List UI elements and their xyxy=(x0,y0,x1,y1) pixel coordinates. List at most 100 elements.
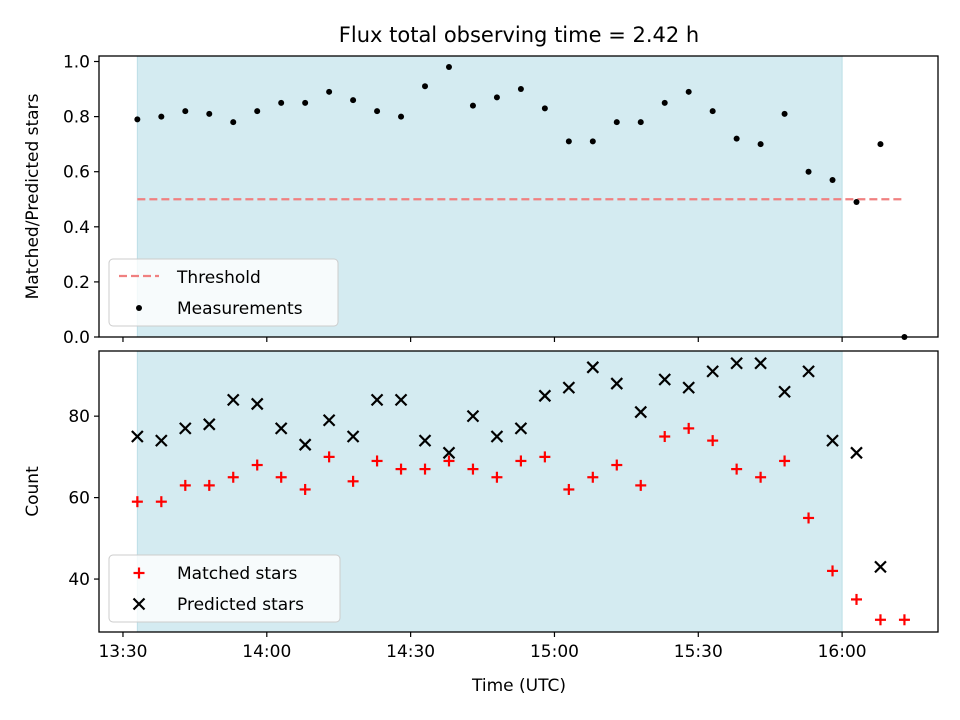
measurement-point xyxy=(829,176,836,183)
count-legend: Matched stars Predicted stars xyxy=(108,554,341,623)
matched-star-point xyxy=(467,463,479,475)
matched-star-point xyxy=(731,463,743,475)
predicted-star-point xyxy=(370,393,384,407)
legend-matched-label: Matched stars xyxy=(177,564,297,584)
measurement-point xyxy=(613,119,620,126)
predicted-star-point xyxy=(155,434,168,447)
y-tick-label: 0.4 xyxy=(63,218,90,238)
count-legend-box xyxy=(108,554,341,623)
legend-predicted-label: Predicted stars xyxy=(177,595,304,615)
predicted-star-point xyxy=(274,422,288,435)
predicted-star-point xyxy=(322,413,336,427)
measurement-point xyxy=(781,110,788,117)
x-tick-label: 14:00 xyxy=(242,642,291,662)
matched-star-point xyxy=(131,496,143,508)
predicted-star-point xyxy=(754,356,767,370)
predicted-star-point xyxy=(826,434,839,447)
predicted-star-point xyxy=(179,422,192,435)
predicted-star-point xyxy=(538,389,552,403)
y-tick-label: 40 xyxy=(68,570,90,590)
count-x-ticks: 13:30 14:00 14:30 15:00 15:30 16:00 xyxy=(98,632,867,662)
ratio-panel: 0.0 0.2 0.4 0.6 0.8 1.0 Matched/Predicted sta… xyxy=(23,53,939,348)
measurement-point xyxy=(661,99,668,106)
measurements-series xyxy=(134,64,908,340)
measurement-point xyxy=(709,108,716,115)
matched-star-point xyxy=(803,512,815,524)
matched-star-point xyxy=(443,455,455,467)
measurement-point xyxy=(374,108,381,115)
predicted-star-point xyxy=(490,430,504,443)
predicted-star-point xyxy=(802,365,815,378)
legend-measurements-swatch xyxy=(136,305,142,311)
predicted-star-point xyxy=(850,446,863,460)
legend-matched-swatch xyxy=(133,567,145,579)
matched-star-point xyxy=(827,565,839,577)
measurement-point xyxy=(158,113,165,120)
measurement-point xyxy=(230,119,237,126)
y-tick-label: 0.6 xyxy=(63,163,90,183)
matched-star-point xyxy=(779,455,791,467)
count-series xyxy=(131,356,910,626)
measurement-point xyxy=(853,199,860,206)
measurement-point xyxy=(422,83,429,90)
matched-star-point xyxy=(539,451,551,463)
x-tick-label: 14:30 xyxy=(386,642,435,662)
predicted-star-point xyxy=(706,365,719,378)
predicted-star-point xyxy=(346,430,360,443)
matched-star-point xyxy=(707,435,719,447)
predicted-star-point xyxy=(298,438,312,451)
ratio-y-ticks: 0.0 0.2 0.4 0.6 0.8 1.0 xyxy=(63,53,99,348)
measurement-point xyxy=(350,97,357,104)
predicted-star-point xyxy=(874,560,887,574)
matched-star-point xyxy=(323,451,335,463)
matched-star-point xyxy=(251,459,263,471)
ratio-legend: Threshold Measurements xyxy=(108,258,339,327)
predicted-star-point xyxy=(730,356,743,370)
measurement-point xyxy=(278,99,285,106)
measurement-point xyxy=(757,141,764,148)
y-tick-label: 0.2 xyxy=(63,273,90,293)
y-tick-label: 80 xyxy=(68,407,90,427)
measurement-point xyxy=(445,64,452,71)
matched-star-point xyxy=(419,463,431,475)
matched-star-point xyxy=(611,459,623,471)
predicted-star-point xyxy=(202,418,216,431)
ratio-y-axis-title: Matched/Predicted stars xyxy=(23,93,43,299)
measurement-point xyxy=(493,94,500,101)
measurement-point xyxy=(206,110,213,117)
matched-star-point xyxy=(299,483,311,495)
predicted-star-point xyxy=(682,381,695,394)
predicted-star-point xyxy=(226,393,240,407)
count-y-axis-title: Count xyxy=(23,466,43,517)
x-tick-label: 15:00 xyxy=(530,642,579,662)
measurement-point xyxy=(805,168,812,175)
matched-star-point xyxy=(227,471,239,483)
y-tick-label: 60 xyxy=(68,489,90,509)
measurement-point xyxy=(469,102,476,109)
matched-star-point xyxy=(347,475,359,487)
predicted-star-point xyxy=(586,361,600,374)
matched-star-point xyxy=(563,483,575,495)
predicted-star-point xyxy=(250,397,264,411)
y-tick-label: 0.8 xyxy=(63,108,90,128)
measurement-point xyxy=(182,108,189,115)
measurement-point xyxy=(685,88,692,95)
measurement-point xyxy=(302,99,309,106)
measurement-point xyxy=(398,113,405,120)
legend-predicted-swatch xyxy=(132,597,146,611)
matched-star-point xyxy=(155,496,167,508)
chart-title: Flux total observing time = 2.42 h xyxy=(339,23,699,47)
matched-star-point xyxy=(659,431,671,443)
measurement-point xyxy=(733,135,740,142)
predicted-star-point xyxy=(634,405,648,419)
predicted-star-point xyxy=(610,377,624,390)
measurement-point xyxy=(254,108,261,115)
measurement-point xyxy=(565,138,572,145)
y-tick-label: 1.0 xyxy=(63,53,90,73)
matched-star-point xyxy=(683,422,695,434)
matched-star-point xyxy=(874,614,886,626)
matched-star-point xyxy=(515,455,527,467)
x-axis-title: Time (UTC) xyxy=(471,676,566,696)
predicted-star-point xyxy=(778,385,791,399)
